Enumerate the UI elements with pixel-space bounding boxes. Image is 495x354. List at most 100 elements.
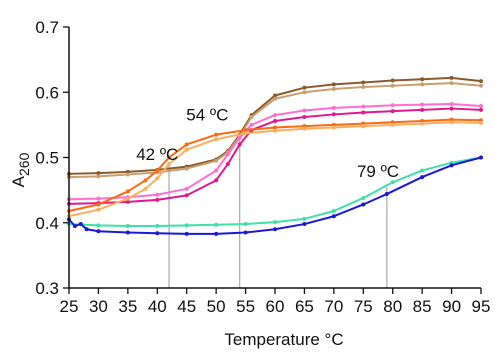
data-point	[184, 223, 189, 228]
data-point	[143, 178, 148, 183]
y-tick-label: 0.7	[35, 18, 59, 37]
data-point	[479, 103, 483, 108]
data-point	[390, 109, 395, 114]
data-point	[361, 110, 366, 115]
data-point	[225, 152, 230, 157]
data-point	[390, 78, 395, 83]
data-point	[361, 104, 366, 109]
x-ticks: 25 30 35 40 45 50 55 60 65 70 75 80 85 90 95	[60, 288, 491, 316]
x-tick-label: 90	[442, 297, 461, 316]
data-point	[225, 162, 230, 167]
data-point	[331, 105, 336, 110]
data-point	[214, 231, 219, 236]
data-point	[384, 192, 389, 197]
data-point	[273, 220, 277, 225]
data-point	[214, 132, 219, 137]
x-axis-title: Temperature °C	[224, 330, 343, 349]
data-point	[420, 102, 425, 107]
data-point	[420, 121, 425, 126]
x-tick-label: 60	[266, 297, 285, 316]
x-tick-label: 45	[177, 297, 196, 316]
data-point	[302, 126, 307, 131]
data-point	[249, 122, 254, 127]
annotation-label: 79 ºC	[357, 162, 399, 181]
data-point	[420, 107, 425, 112]
series-line	[68, 156, 482, 228]
data-point	[155, 231, 160, 236]
data-point	[243, 230, 248, 235]
data-point	[125, 189, 130, 194]
y-axis-title-subscript: 260	[16, 152, 32, 176]
data-point	[479, 155, 483, 160]
data-point	[125, 224, 130, 229]
data-point	[96, 171, 101, 176]
data-point	[273, 113, 277, 118]
x-tick-label: 50	[207, 297, 226, 316]
data-point	[302, 108, 307, 113]
data-point	[78, 222, 83, 227]
data-point	[273, 227, 277, 232]
data-point	[143, 186, 148, 191]
data-point	[155, 197, 160, 202]
data-point	[302, 90, 307, 95]
x-tick-label: 40	[148, 297, 167, 316]
data-point	[243, 222, 248, 227]
data-point	[214, 158, 219, 163]
data-point	[331, 112, 336, 117]
x-tick-label: 55	[236, 297, 255, 316]
data-point	[331, 125, 336, 130]
data-point	[184, 166, 189, 171]
y-axis-title: A260	[9, 152, 32, 187]
data-point	[237, 142, 242, 147]
data-point	[214, 168, 219, 173]
data-point	[449, 163, 454, 168]
data-point	[302, 222, 307, 227]
x-tick-label: 80	[383, 297, 402, 316]
data-point	[331, 214, 336, 219]
data-point	[155, 176, 160, 181]
data-point	[479, 83, 483, 88]
y-tick-label: 0.3	[35, 279, 59, 298]
data-point	[331, 82, 336, 87]
data-point	[249, 115, 254, 120]
data-point	[449, 81, 454, 86]
data-point	[214, 222, 219, 227]
data-point	[155, 192, 160, 197]
x-tick-label: 95	[472, 297, 491, 316]
data-point	[479, 120, 483, 125]
reference-lines	[168, 137, 388, 288]
data-point	[273, 96, 277, 101]
data-point	[184, 147, 189, 152]
data-point	[273, 118, 277, 123]
y-ticks: 0.3 0.4 0.5 0.6 0.7	[35, 18, 69, 298]
series-group	[67, 75, 483, 236]
data-point	[96, 223, 101, 228]
data-point	[302, 115, 307, 120]
data-point	[331, 86, 336, 91]
data-point	[361, 80, 366, 85]
data-point	[449, 106, 454, 111]
x-tick-label: 85	[413, 297, 432, 316]
data-point	[361, 124, 366, 129]
x-tick-label: 25	[60, 297, 79, 316]
x-tick-label: 75	[354, 297, 373, 316]
data-point	[420, 168, 425, 173]
data-point	[302, 216, 307, 221]
data-point	[243, 128, 248, 133]
data-point	[125, 196, 130, 201]
data-point	[420, 175, 425, 180]
data-point	[184, 186, 189, 191]
data-point	[214, 178, 219, 183]
data-point	[420, 77, 425, 82]
x-tick-label: 70	[324, 297, 343, 316]
data-point	[449, 75, 454, 80]
data-point	[390, 180, 395, 185]
x-tick-label: 30	[89, 297, 108, 316]
data-point	[155, 224, 160, 229]
axes	[68, 27, 481, 289]
y-tick-label: 0.6	[35, 83, 59, 102]
data-point	[237, 135, 242, 140]
data-point	[167, 155, 172, 160]
